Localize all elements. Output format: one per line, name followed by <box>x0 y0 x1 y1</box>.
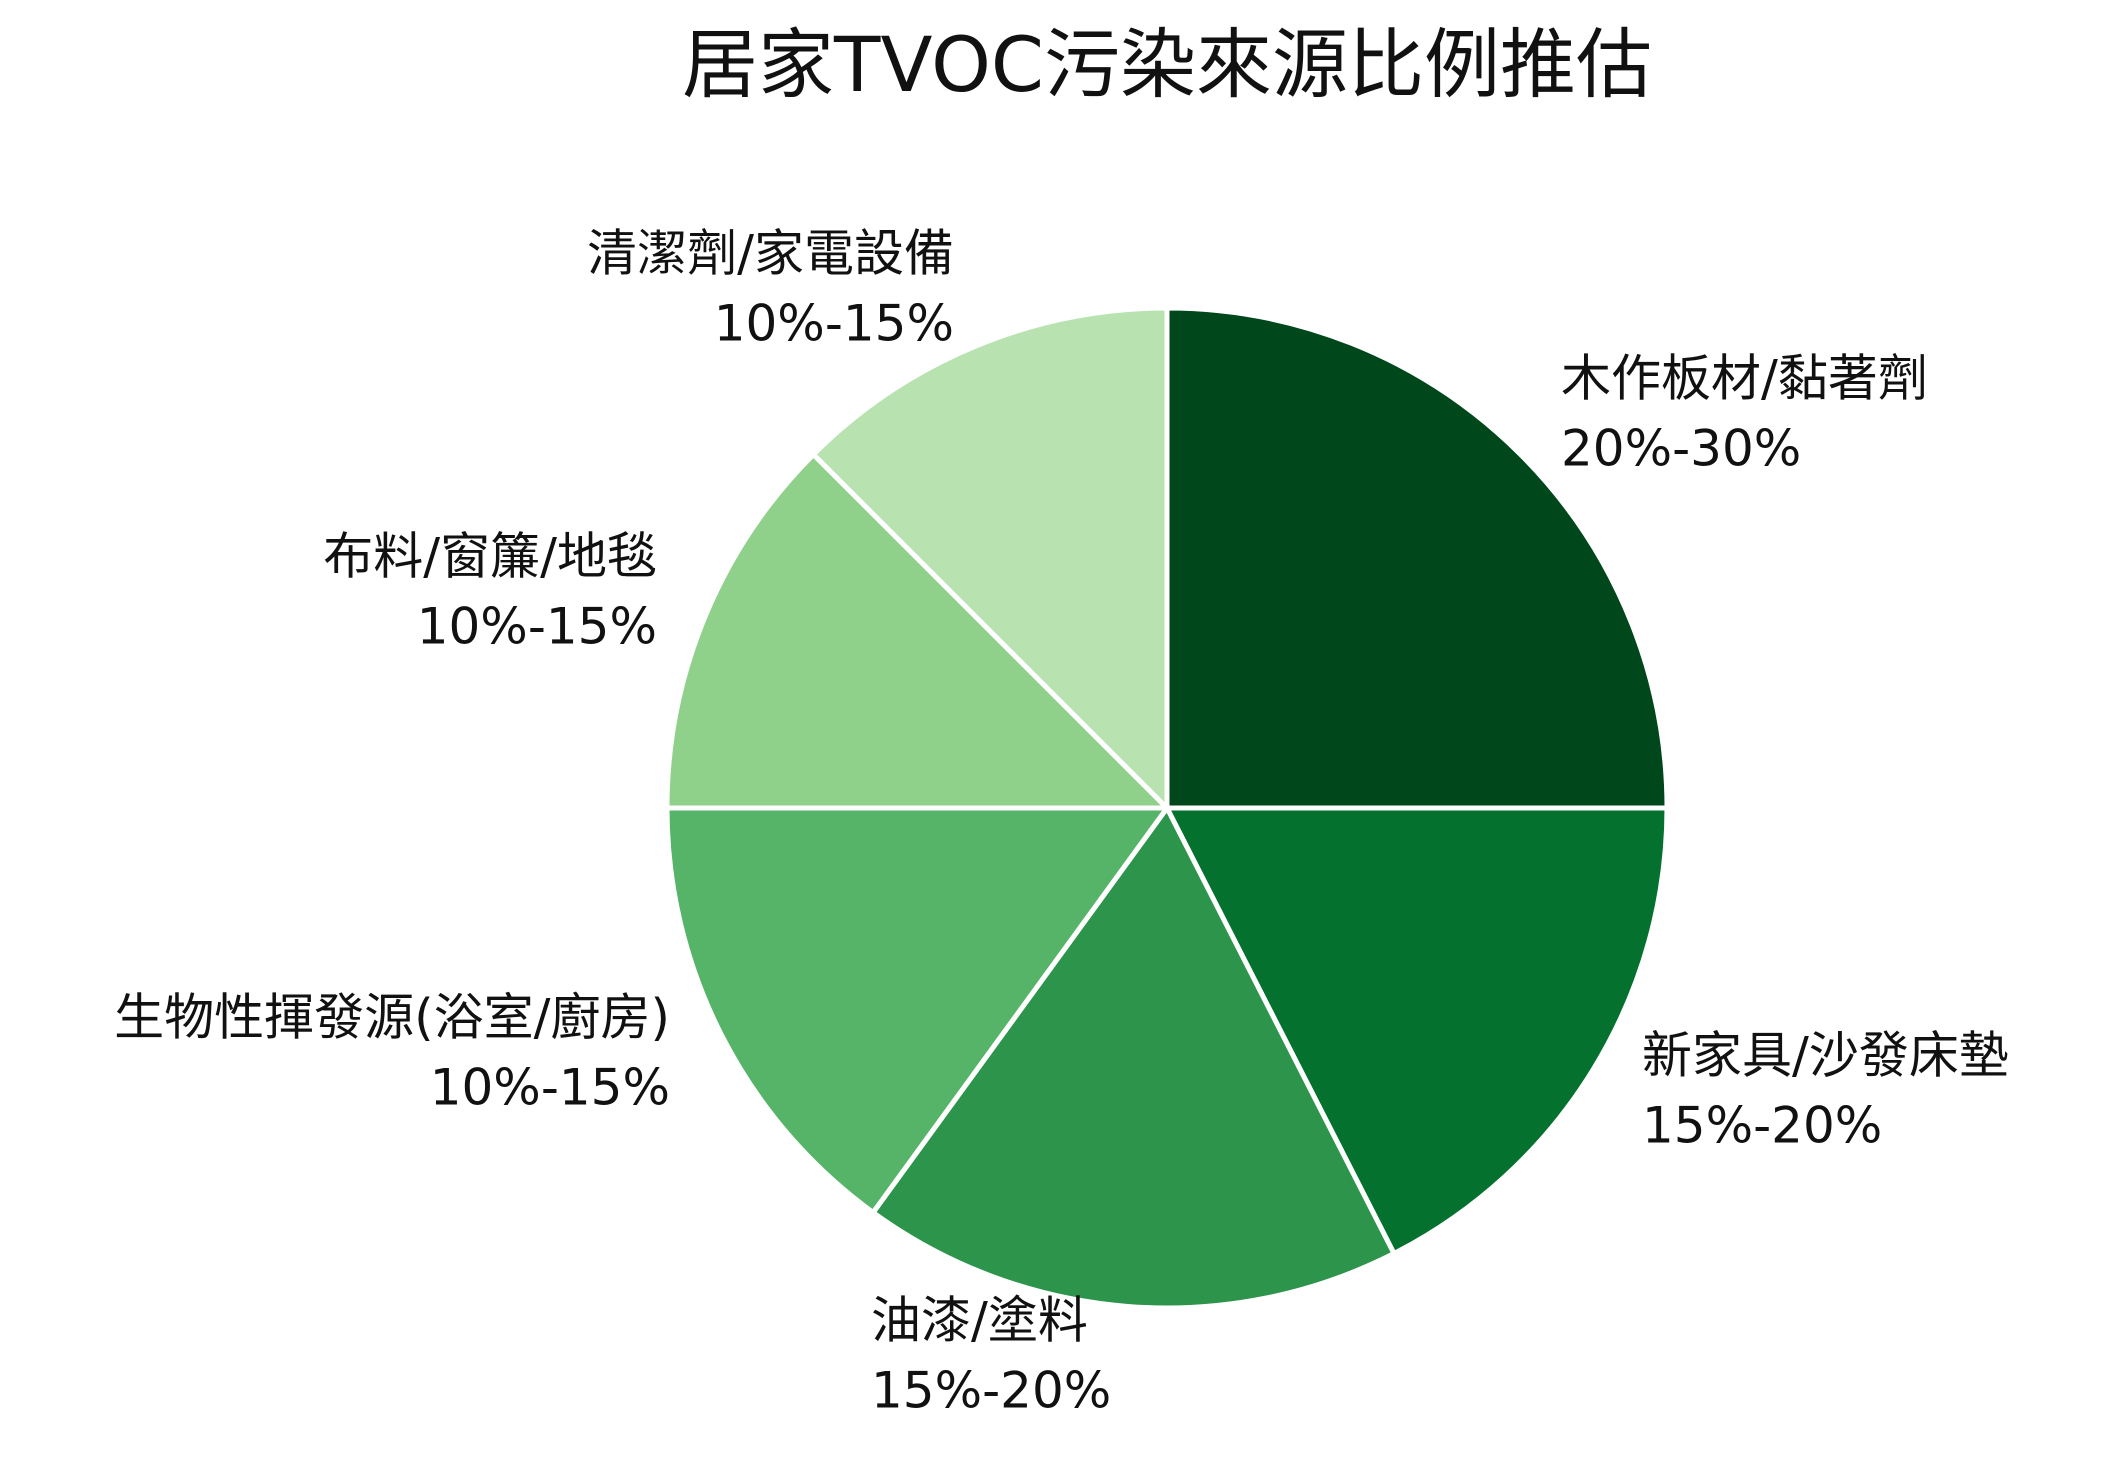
slice-label: 生物性揮發源(浴室/廚房) <box>114 989 670 1047</box>
chart-title: 居家TVOC污染來源比例推估 <box>682 20 1652 109</box>
slice-label: 油漆/塗料 <box>871 1292 1088 1350</box>
slice-label: 木作板材/黏著劑 <box>1561 350 1928 408</box>
value-label: 10%-15% <box>714 295 954 353</box>
value-label: 15%-20% <box>871 1362 1111 1420</box>
slice-label: 新家具/沙發床墊 <box>1642 1027 2009 1085</box>
value-label: 10%-15% <box>417 598 657 656</box>
pie-slice <box>1164 805 1670 1256</box>
pie-slice <box>664 451 1170 811</box>
pie-slice <box>664 805 1170 1216</box>
value-label: 20%-30% <box>1561 420 1801 478</box>
value-label: 10%-15% <box>430 1059 670 1117</box>
pie-slice <box>870 805 1397 1311</box>
value-label: 15%-20% <box>1642 1097 1882 1155</box>
slice-label: 布料/窗簾/地毯 <box>323 528 657 586</box>
slice-label: 清潔劑/家電設備 <box>587 225 954 283</box>
pie-slice <box>810 305 1170 811</box>
pie-slice <box>1164 305 1670 811</box>
